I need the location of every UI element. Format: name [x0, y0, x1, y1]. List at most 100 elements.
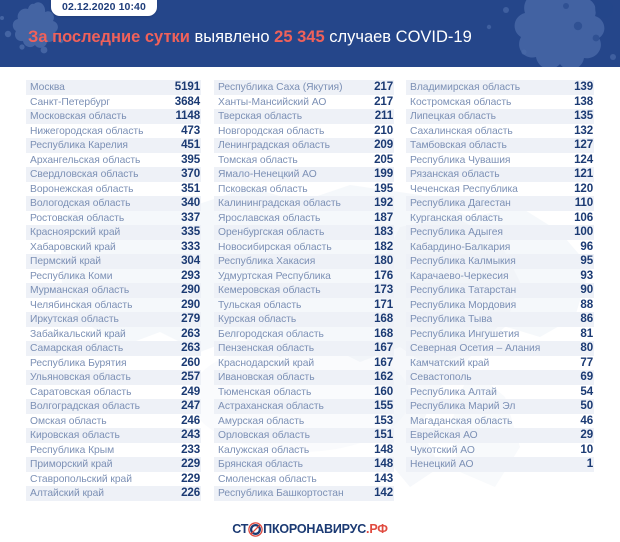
table-row: Воронежская область 351: [26, 182, 201, 197]
region-name: Псковская область: [218, 183, 308, 195]
region-case-count: 139: [574, 80, 593, 93]
region-name: Камчатский край: [410, 357, 490, 369]
table-row: Республика Мордовия 88: [406, 298, 594, 313]
stopkoronavirus-logo[interactable]: СТ ПКОРОНАВИРУС .РФ: [232, 521, 388, 537]
region-name: Иркутская область: [30, 314, 119, 325]
region-name: Курская область: [218, 314, 297, 325]
region-case-count: 233: [181, 442, 200, 456]
region-case-count: 54: [580, 384, 593, 398]
region-name: Калужская область: [218, 444, 310, 456]
table-row: Москва 5191: [26, 80, 201, 95]
region-name: Республика Крым: [30, 444, 115, 456]
table-row: Республика Саха (Якутия) 217: [214, 80, 394, 95]
region-name: Республика Карелия: [30, 140, 128, 151]
region-name: Республика Башкортостан: [218, 488, 344, 499]
table-row: Ненецкий АО 1: [406, 457, 594, 472]
region-case-count: 395: [181, 152, 200, 166]
table-row: Кемеровская область 173: [214, 283, 394, 298]
region-case-count: 155: [374, 399, 393, 412]
region-name: Кировская область: [30, 430, 120, 441]
region-case-count: 335: [181, 225, 200, 238]
table-row: Саратовская область 249: [26, 385, 201, 400]
footer-logo-area: СТ ПКОРОНАВИРУС .РФ: [0, 521, 620, 537]
headline-verb: выявлено: [194, 28, 270, 46]
region-name: Магаданская область: [410, 415, 513, 427]
region-case-count: 304: [181, 254, 200, 267]
region-name: Карачаево-Черкесия: [410, 270, 509, 282]
table-row: Республика Чувашия 124: [406, 153, 594, 168]
region-case-count: 195: [374, 181, 393, 195]
region-case-count: 173: [374, 283, 393, 296]
region-case-count: 168: [374, 326, 393, 340]
table-row: Еврейская АО 29: [406, 428, 594, 443]
region-case-count: 135: [574, 109, 593, 122]
region-case-count: 249: [181, 384, 200, 398]
region-case-count: 257: [181, 370, 200, 383]
region-name: Кабардино-Балкария: [410, 241, 511, 253]
table-row: Республика Татарстан 90: [406, 283, 594, 298]
table-row: Республика Хакасия 180: [214, 254, 394, 269]
region-case-count: 93: [580, 268, 593, 282]
date-badge: 02.12.2020 10:40: [51, 0, 157, 16]
table-row: Хабаровский край 333: [26, 240, 201, 255]
region-case-count: 148: [374, 442, 393, 456]
region-name: Москва: [30, 82, 65, 93]
table-row: Свердловская область 370: [26, 167, 201, 182]
region-case-count: 88: [580, 297, 593, 311]
region-case-count: 160: [374, 384, 393, 398]
region-name: Удмуртская Республика: [218, 270, 331, 282]
region-name: Республика Калмыкия: [410, 256, 516, 267]
region-name: Республика Адыгея: [410, 227, 503, 238]
table-row: Московская область 1148: [26, 109, 201, 124]
region-case-count: 247: [181, 399, 200, 412]
table-row: Орловская область 151: [214, 428, 394, 443]
table-row: Омская область 246: [26, 414, 201, 429]
region-name: Тульская область: [218, 299, 302, 311]
region-case-count: 46: [580, 413, 593, 427]
table-row: Новгородская область 210: [214, 124, 394, 139]
region-case-count: 451: [181, 138, 200, 151]
region-name: Алтайский край: [30, 488, 104, 499]
table-row: Удмуртская Республика 176: [214, 269, 394, 284]
region-name: Архангельская область: [30, 154, 141, 166]
headline-case-count: 25 345: [274, 28, 325, 46]
region-case-count: 162: [374, 370, 393, 383]
table-row: Калининградская область 192: [214, 196, 394, 211]
region-name: Оренбургская область: [218, 227, 325, 238]
table-row: Краснодарский край 167: [214, 356, 394, 371]
region-case-count: 95: [580, 254, 593, 267]
region-name: Костромская область: [410, 96, 512, 108]
region-name: Тюменская область: [218, 386, 312, 398]
region-case-count: 290: [181, 283, 200, 296]
region-name: Республика Дагестан: [410, 198, 511, 209]
table-row: Курская область 168: [214, 312, 394, 327]
table-row: Республика Марий Эл 50: [406, 399, 594, 414]
region-case-count: 121: [574, 167, 593, 180]
region-name: Орловская область: [218, 430, 310, 441]
table-row: Кировская область 243: [26, 428, 201, 443]
region-name: Новгородская область: [218, 125, 325, 137]
table-row: Ростовская область 337: [26, 211, 201, 226]
region-case-count: 171: [374, 297, 393, 311]
region-name: Липецкая область: [410, 111, 496, 122]
region-name: Республика Татарстан: [410, 285, 517, 296]
region-case-count: 167: [374, 341, 393, 354]
region-case-count: 110: [574, 196, 593, 209]
region-case-count: 473: [181, 123, 200, 137]
table-row: Ивановская область 162: [214, 370, 394, 385]
table-row: Чеченская Республика 120: [406, 182, 594, 197]
region-column-3: Владимирская область 139 Костромская облас…: [406, 80, 594, 472]
region-name: Самарская область: [30, 343, 124, 354]
region-name: Курганская область: [410, 212, 503, 224]
region-case-count: 209: [374, 138, 393, 151]
region-name: Республика Саха (Якутия): [218, 82, 343, 93]
region-case-count: 217: [374, 80, 393, 93]
table-row: Ханты-Мансийский АО 217: [214, 95, 394, 110]
region-name: Еврейская АО: [410, 430, 478, 441]
region-name: Республика Мордовия: [410, 299, 517, 311]
table-row: Ульяновская область 257: [26, 370, 201, 385]
table-row: Нижегородская область 473: [26, 124, 201, 139]
region-case-count: 148: [374, 457, 393, 470]
region-name: Волгоградская область: [30, 401, 140, 412]
table-row: Камчатский край 77: [406, 356, 594, 371]
